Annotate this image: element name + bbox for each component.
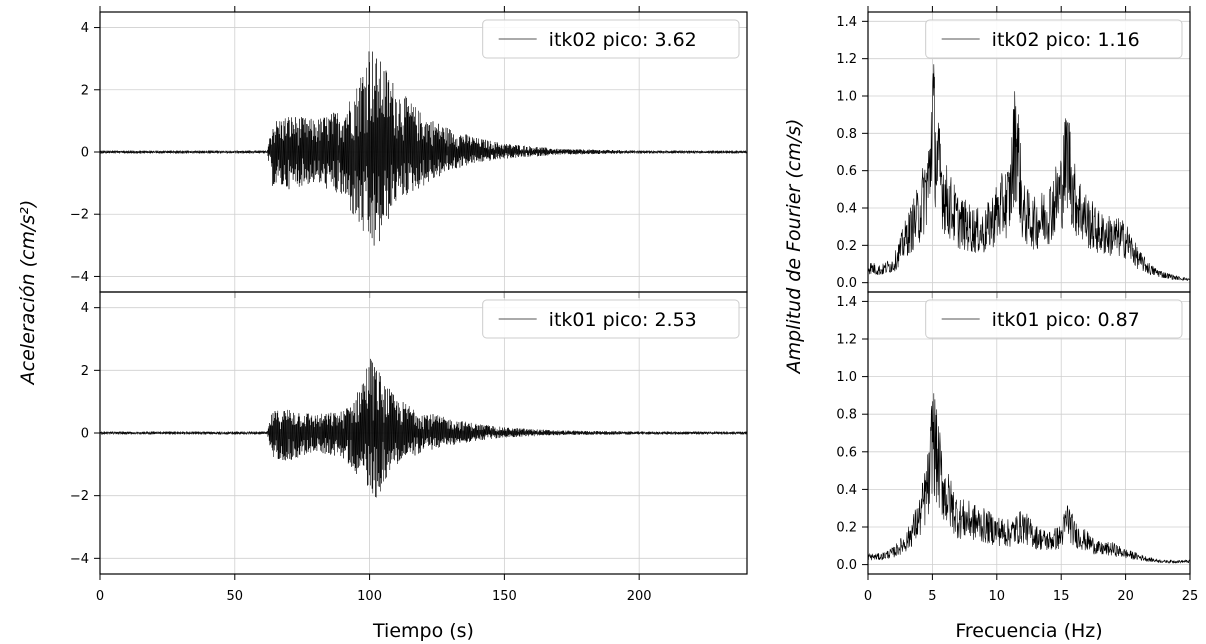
x-tick-label: 20 — [1117, 589, 1134, 604]
legend-label: itk02 pico: 1.16 — [992, 29, 1140, 51]
legend-box — [925, 19, 1183, 59]
panel-right-top: 0.0 0.2 0.4 0.6 0.8 1.0 1.2 1.4 itk02 pico: 1.16 — [836, 6, 1191, 298]
x-tick-label: 5 — [928, 589, 936, 604]
series-itk02-spectrum — [867, 64, 1191, 282]
legend-label: itk01 pico: 2.53 — [549, 309, 697, 331]
x-tick-label: 200 — [627, 589, 652, 604]
legend-label: itk02 pico: 3.62 — [549, 29, 697, 51]
y-tick-label: 2 — [81, 364, 89, 379]
x-axis-label: Frecuencia (Hz) — [955, 620, 1102, 642]
x-tick-label: 100 — [357, 589, 382, 604]
y-tick-label: 0 — [81, 146, 89, 161]
y-tick-label: 4 — [81, 21, 89, 36]
y-tick-label: 1.0 — [836, 370, 857, 385]
y-tick-label: −2 — [70, 208, 89, 223]
y-tick-label: 0.6 — [836, 445, 857, 460]
y-tick-label: 0 — [81, 427, 89, 442]
y-tick-label: 0.8 — [836, 408, 857, 423]
y-tick-label: 0.8 — [836, 127, 857, 142]
legend-label: itk01 pico: 0.87 — [992, 309, 1140, 331]
panel-left-top: −4 −2 0 2 4 itk02 pico: 3.62 — [70, 6, 748, 298]
y-tick-label: 4 — [81, 301, 89, 316]
y-tick-label: 1.2 — [836, 52, 857, 67]
series-itk01-trace — [99, 358, 748, 498]
y-tick-label: 0.2 — [836, 521, 857, 536]
y-tick-label: 0.4 — [836, 202, 857, 217]
y-tick-label: 1.4 — [836, 295, 857, 310]
legend-box — [482, 299, 740, 339]
legend-box — [482, 19, 740, 59]
y-tick-label: −4 — [70, 270, 89, 285]
y-tick-label: −4 — [70, 552, 89, 567]
panel-left-bottom: 0 50 100 150 200 −4 −2 0 2 4 Tiempo (s) itk01 pico:… — [70, 291, 748, 642]
y-tick-label: −2 — [70, 489, 89, 504]
legend-box — [925, 299, 1183, 339]
y-tick-label: 0.0 — [836, 276, 857, 291]
panel-right-bottom: 0 5 10 15 20 25 0.0 0.2 0.4 0.6 0.8 1.0 1.2 1.4 Frecue… — [836, 291, 1199, 642]
y-tick-label: 1.4 — [836, 15, 857, 30]
x-tick-label: 150 — [492, 589, 517, 604]
x-tick-label: 0 — [96, 589, 104, 604]
left-ylabel: Aceleración (cm/s²) — [17, 200, 39, 387]
x-tick-label: 0 — [864, 589, 872, 604]
right-ylabel: Amplitud de Fourier (cm/s) — [783, 119, 805, 376]
x-tick-label: 15 — [1053, 589, 1070, 604]
y-tick-label: 0.4 — [836, 483, 857, 498]
y-tick-label: 1.0 — [836, 90, 857, 105]
y-tick-label: 2 — [81, 83, 89, 98]
x-axis-label: Tiempo (s) — [372, 620, 474, 642]
x-tick-label: 25 — [1182, 589, 1199, 604]
y-tick-label: 1.2 — [836, 333, 857, 348]
y-tick-label: 0.6 — [836, 164, 857, 179]
y-tick-label: 0.2 — [836, 239, 857, 254]
plot-frame — [867, 291, 1191, 575]
x-tick-label: 50 — [227, 589, 244, 604]
series-itk02-trace — [99, 51, 748, 246]
x-tick-label: 10 — [989, 589, 1006, 604]
y-tick-label: 0.0 — [836, 558, 857, 573]
series-itk01-spectrum — [867, 393, 1191, 564]
